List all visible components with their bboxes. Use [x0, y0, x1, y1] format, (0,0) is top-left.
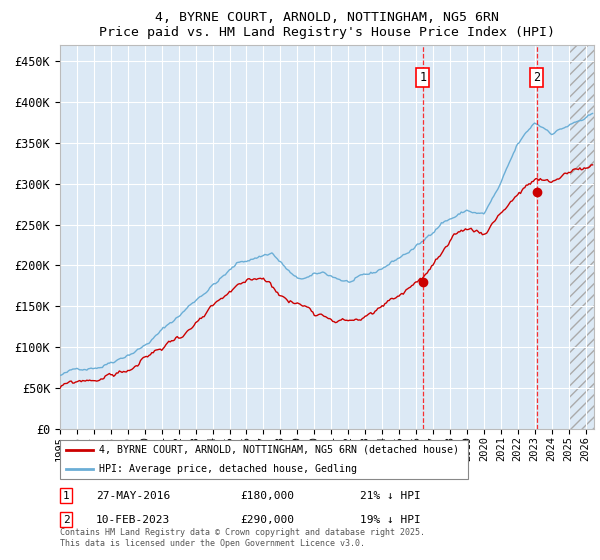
Text: 1: 1 — [419, 71, 427, 84]
Text: £180,000: £180,000 — [240, 491, 294, 501]
Text: 4, BYRNE COURT, ARNOLD, NOTTINGHAM, NG5 6RN (detached house): 4, BYRNE COURT, ARNOLD, NOTTINGHAM, NG5 … — [99, 445, 459, 455]
Text: 2: 2 — [62, 515, 70, 525]
Title: 4, BYRNE COURT, ARNOLD, NOTTINGHAM, NG5 6RN
Price paid vs. HM Land Registry's Ho: 4, BYRNE COURT, ARNOLD, NOTTINGHAM, NG5 … — [99, 11, 555, 39]
Text: £290,000: £290,000 — [240, 515, 294, 525]
Text: 10-FEB-2023: 10-FEB-2023 — [96, 515, 170, 525]
Text: Contains HM Land Registry data © Crown copyright and database right 2025.
This d: Contains HM Land Registry data © Crown c… — [60, 528, 425, 548]
Bar — [569, 45, 594, 429]
Text: 19% ↓ HPI: 19% ↓ HPI — [360, 515, 421, 525]
Text: 27-MAY-2016: 27-MAY-2016 — [96, 491, 170, 501]
Text: 2: 2 — [533, 71, 540, 84]
Text: 21% ↓ HPI: 21% ↓ HPI — [360, 491, 421, 501]
Text: 1: 1 — [62, 491, 70, 501]
Text: HPI: Average price, detached house, Gedling: HPI: Average price, detached house, Gedl… — [99, 464, 357, 474]
